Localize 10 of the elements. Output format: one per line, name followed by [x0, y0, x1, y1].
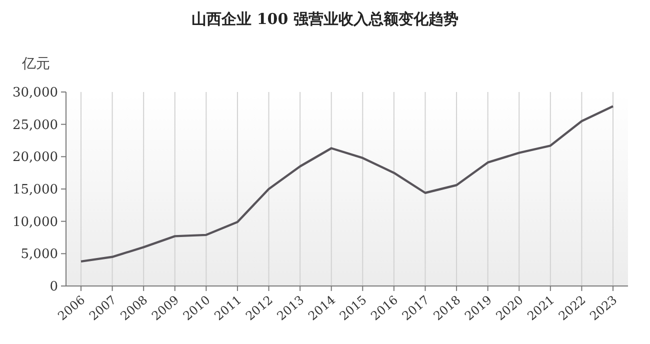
- y-tick-label: 10,000: [12, 214, 58, 230]
- line-series: [80, 105, 614, 263]
- y-tick-label: 0: [50, 280, 58, 295]
- y-axis-title: 亿元: [21, 56, 50, 72]
- chart-title: 山西企业 100 强营业收入总额变化趋势: [192, 10, 458, 28]
- y-tick-label: 20,000: [12, 150, 58, 166]
- y-tick-label: 25,000: [12, 118, 58, 133]
- y-tick-label: 5,000: [20, 247, 58, 262]
- y-tick-label: 15,000: [12, 182, 58, 198]
- y-tick-label: 30,000: [12, 86, 58, 101]
